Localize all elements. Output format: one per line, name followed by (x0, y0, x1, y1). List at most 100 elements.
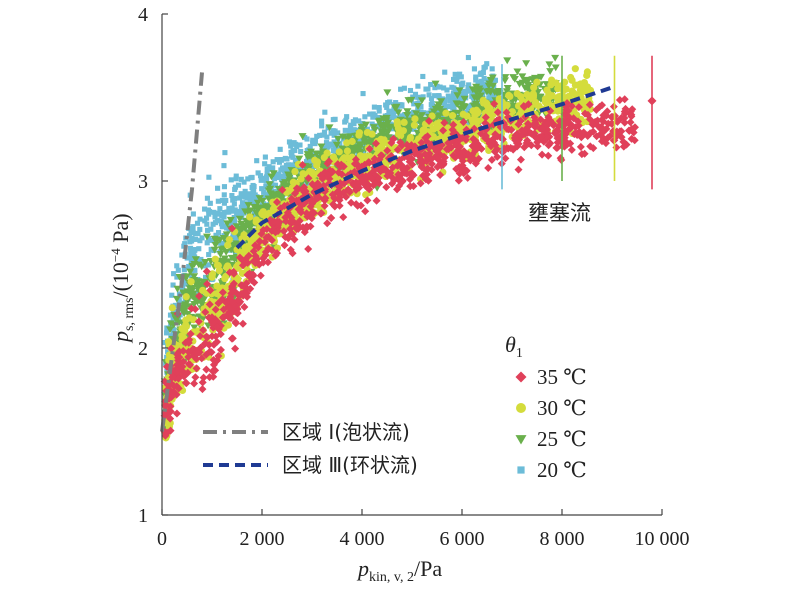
data-point (360, 160, 369, 169)
data-point (363, 128, 371, 137)
data-point (400, 118, 408, 126)
data-point (458, 161, 467, 170)
x-axis-label-main: p (356, 556, 369, 581)
data-point (439, 126, 448, 135)
data-point (240, 302, 249, 311)
data-point (166, 320, 175, 328)
data-point (235, 182, 241, 188)
data-point (458, 74, 464, 80)
data-point (306, 148, 315, 156)
data-point (620, 118, 629, 127)
data-point (259, 254, 268, 263)
data-point (172, 409, 181, 418)
data-point (238, 319, 247, 328)
data-point (254, 158, 260, 164)
data-point (324, 134, 330, 140)
data-point (545, 61, 554, 69)
y-tick-label: 2 (138, 338, 148, 360)
data-point (615, 95, 624, 104)
data-point (319, 123, 325, 129)
data-point (598, 101, 607, 110)
data-point (169, 292, 175, 298)
data-point (304, 174, 313, 183)
data-point (257, 173, 264, 179)
y-tick-label: 3 (138, 171, 148, 193)
data-point (280, 241, 289, 250)
data-point (202, 350, 211, 359)
data-point (228, 297, 237, 306)
data-point (360, 91, 366, 97)
data-point (213, 282, 221, 290)
data-point (192, 247, 198, 253)
data-point (622, 140, 631, 149)
data-point (215, 236, 224, 244)
data-point (460, 95, 469, 103)
data-point (286, 225, 295, 234)
data-point (377, 135, 385, 143)
data-point (174, 384, 183, 393)
data-point (319, 118, 325, 124)
data-point (272, 198, 281, 207)
data-point (372, 113, 378, 119)
data-point (233, 309, 242, 318)
data-point (473, 94, 482, 102)
data-point (317, 143, 326, 151)
data-point (238, 193, 244, 199)
data-point (542, 126, 551, 135)
data-point (439, 152, 448, 161)
data-point (406, 133, 415, 142)
data-point (570, 89, 578, 97)
data-point (178, 325, 186, 333)
data-point (211, 332, 220, 341)
data-point (173, 315, 182, 323)
data-point (242, 279, 251, 288)
data-point (475, 85, 484, 93)
data-point (237, 227, 246, 235)
data-point (393, 145, 402, 154)
data-point (278, 167, 284, 173)
data-point (210, 246, 219, 254)
data-point (221, 274, 229, 283)
data-point (559, 93, 567, 101)
y-axis-label-unit: /(10 (108, 262, 133, 297)
data-point (403, 108, 412, 116)
data-point (204, 227, 211, 233)
data-point (405, 157, 414, 166)
data-point (196, 246, 202, 252)
data-point (334, 168, 343, 177)
data-point (574, 103, 583, 112)
legend-marker (516, 403, 526, 413)
data-point (421, 175, 430, 184)
data-point (484, 163, 493, 172)
data-point (431, 105, 440, 113)
data-point (168, 304, 176, 312)
data-point (342, 127, 348, 133)
data-point (208, 270, 217, 278)
data-point (223, 263, 231, 271)
data-point (470, 155, 479, 164)
data-point (285, 177, 294, 185)
data-point (481, 113, 490, 122)
data-point (322, 109, 328, 115)
data-point (398, 177, 407, 186)
data-point (490, 89, 499, 96)
data-point (344, 114, 350, 120)
data-point (190, 273, 199, 281)
data-point (388, 163, 397, 172)
y-axis-label-unit-end: Pa) (108, 213, 133, 248)
data-point (370, 154, 379, 163)
legend-title: θ1 (505, 332, 523, 361)
data-point (192, 354, 201, 363)
data-point (193, 298, 202, 306)
data-point (288, 249, 297, 258)
data-point (227, 254, 236, 262)
y-axis-label-sub: s, rms (122, 298, 137, 331)
data-point (567, 145, 576, 154)
data-point (163, 428, 172, 437)
data-point (197, 263, 206, 271)
data-point (330, 117, 336, 123)
data-point (213, 261, 222, 269)
data-point (181, 266, 187, 273)
data-point (339, 213, 348, 222)
data-point (187, 239, 193, 245)
